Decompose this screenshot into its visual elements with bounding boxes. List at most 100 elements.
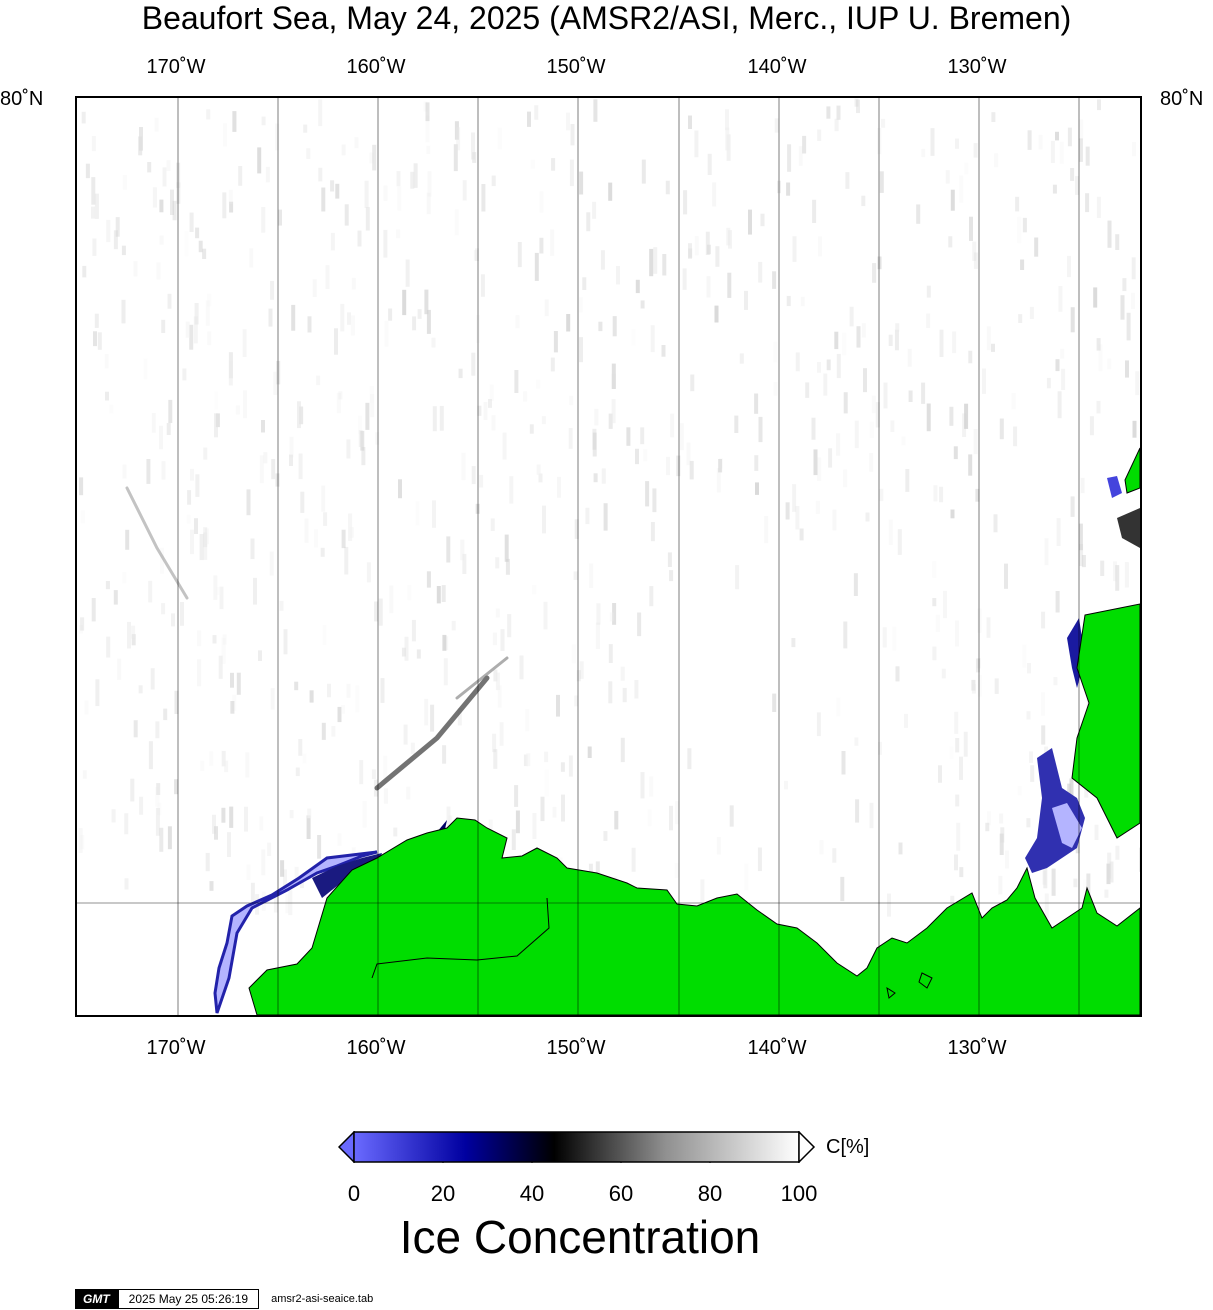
ice-noise-cell — [396, 171, 401, 187]
ice-noise-cell — [587, 746, 592, 758]
ice-noise-cell — [186, 514, 191, 524]
ice-noise-cell — [171, 613, 175, 627]
ice-noise-cell — [647, 809, 652, 827]
ice-noise-cell — [411, 619, 416, 642]
ice-noise-cell — [758, 261, 763, 283]
ice-noise-cell — [1044, 893, 1049, 918]
ice-noise-cell — [1098, 344, 1103, 372]
ice-noise-cell — [430, 704, 435, 732]
ice-noise-cell — [845, 172, 850, 189]
ice-noise-cell — [131, 634, 136, 646]
colorbar-high-triangle — [798, 1130, 816, 1164]
ice-noise-cell — [495, 608, 500, 618]
ice-noise-cell — [687, 748, 692, 770]
ice-noise-cell — [816, 712, 821, 737]
ice-noise-cell — [945, 170, 950, 184]
ice-noise-cell — [539, 191, 544, 213]
colorbar-tick-40: 40 — [519, 1181, 545, 1206]
ice-noise-cell — [792, 236, 797, 262]
ice-noise-cell — [121, 299, 126, 324]
ice-noise-cell — [236, 672, 241, 695]
ice-noise-cell — [410, 742, 415, 754]
ice-noise-cell — [348, 513, 353, 541]
ice-noise-cell — [895, 323, 900, 332]
ice-noise-cell — [748, 209, 752, 235]
ice-noise-cell — [883, 382, 888, 409]
ice-noise-cell — [1113, 561, 1117, 582]
ice-noise-cell — [550, 357, 555, 372]
ice-noise-cell — [488, 399, 492, 408]
colorbar-tick-100: 100 — [780, 1181, 818, 1206]
ice-noise-cell — [92, 238, 97, 256]
ice-noise-cell — [818, 236, 822, 257]
ice-noise-cell — [432, 500, 436, 528]
ice-noise-cell — [155, 787, 160, 807]
lon-label-top-140w: 140˚W — [747, 56, 807, 78]
ice-noise-cell — [1081, 555, 1086, 568]
ice-noise-cell — [1079, 119, 1084, 141]
ice-noise-cell — [213, 575, 218, 600]
ice-noise-cell — [538, 473, 543, 483]
ice-noise-cell — [161, 603, 166, 615]
ice-noise-cell — [397, 186, 402, 211]
ice-noise-cell — [834, 331, 839, 350]
ice-noise-cell — [1104, 889, 1109, 898]
ice-noise-cell — [1067, 783, 1072, 802]
ice-noise-cell — [973, 143, 978, 158]
ice-noise-cell — [650, 522, 655, 542]
ice-noise-cell — [344, 546, 349, 575]
ice-noise-cell — [993, 514, 998, 533]
ice-noise-cell — [462, 180, 467, 201]
ice-noise-cell — [836, 105, 841, 120]
ice-noise-cell — [785, 502, 790, 520]
ice-noise-cell — [1122, 278, 1127, 292]
ice-noise-cell — [483, 402, 488, 420]
ice-noise-cell — [84, 700, 89, 715]
ice-noise-cell — [453, 144, 458, 172]
ice-noise-cell — [566, 314, 571, 332]
ice-noise-cell — [441, 585, 446, 602]
ice-noise-cell — [341, 705, 345, 714]
ice-noise-cell — [479, 474, 484, 488]
ice-noise-cell — [366, 562, 371, 583]
ice-noise-cell — [666, 456, 670, 476]
ice-noise-cell — [80, 510, 85, 524]
ice-noise-cell — [1030, 765, 1035, 782]
ice-noise-cell — [999, 813, 1004, 824]
ice-noise-cell — [245, 752, 250, 778]
ice-noise-cell — [594, 408, 599, 426]
graticule — [77, 98, 1140, 1015]
ice-noise-cell — [1027, 663, 1031, 674]
ice-noise-cell — [383, 185, 388, 201]
ice-noise-cell — [279, 600, 284, 611]
ice-noise-cell — [539, 237, 544, 254]
ice-noise-cell — [586, 212, 591, 232]
ice-noise-cell — [147, 162, 152, 173]
ice-noise-cell — [289, 454, 293, 466]
ice-noise-cell — [727, 272, 732, 298]
ice-noise-cell — [174, 690, 179, 714]
ice-noise-cell — [338, 391, 343, 400]
ice-noise-cell — [347, 312, 351, 325]
ice-noise-cell — [257, 147, 262, 174]
ice-noise-cell — [427, 171, 432, 197]
ice-noise-cell — [1070, 307, 1075, 333]
ice-noise-cell — [574, 695, 579, 707]
ice-noise-cell — [337, 833, 342, 846]
ice-noise-cell — [81, 111, 86, 124]
ice-noise-cell — [271, 459, 276, 480]
ice-noise-cell — [871, 395, 876, 414]
ice-noise-cell — [754, 393, 759, 414]
ice-noise-cell — [901, 436, 906, 446]
ice-noise-cell — [206, 109, 211, 120]
ice-noise-cell — [573, 571, 578, 580]
ice-noise-cell — [250, 882, 255, 904]
ice-noise-cell — [529, 424, 534, 434]
ice-concentration-map — [75, 96, 1142, 1017]
ice-noise-cell — [1131, 257, 1136, 280]
ice-noise-cell — [195, 227, 200, 239]
ice-noise-cell — [968, 350, 973, 364]
ice-noise-cell — [665, 180, 670, 195]
ice-noise-cell — [283, 629, 288, 655]
ice-noise-cell — [1067, 127, 1072, 147]
